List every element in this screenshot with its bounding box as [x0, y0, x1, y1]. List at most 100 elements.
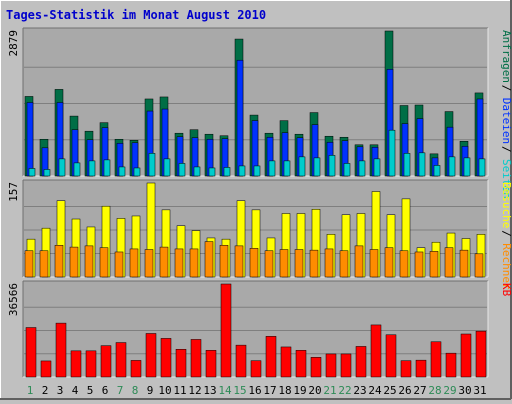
top-bar-dateien-day-15 — [236, 59, 244, 177]
top-ymax-label: 2879 — [7, 30, 20, 57]
middle-ymax-label: 157 — [7, 182, 20, 202]
bottom-bar-kb-day-29 — [445, 352, 457, 378]
top-bar-seiten-day-19 — [298, 156, 306, 177]
x-tick-label-day-31: 31 — [473, 384, 486, 397]
bottom-bar-kb-day-5 — [85, 350, 97, 378]
top-bar-seiten-day-18 — [283, 160, 291, 177]
bottom-bar-kb-day-2 — [40, 360, 52, 378]
top-bar-seiten-day-25 — [388, 129, 396, 177]
bottom-bar-kb-day-15 — [235, 344, 247, 378]
top-bar-seiten-day-12 — [193, 166, 201, 177]
middle-bar-rechner-day-1 — [24, 250, 34, 278]
top-bar-seiten-day-2 — [43, 169, 51, 177]
middle-bar-rechner-day-6 — [99, 247, 109, 278]
x-tick-label-day-26: 26 — [398, 384, 411, 397]
bottom-bar-kb-day-8 — [130, 360, 142, 378]
middle-bar-rechner-day-4 — [69, 246, 79, 278]
middle-bar-rechner-day-3 — [54, 245, 64, 278]
top-bar-seiten-day-13 — [208, 167, 216, 177]
bottom-bar-kb-day-17 — [265, 336, 277, 378]
x-tick-label-day-16: 16 — [248, 384, 261, 397]
top-bar-seiten-day-7 — [118, 166, 126, 177]
top-bar-dateien-day-1 — [26, 102, 34, 177]
top-bar-seiten-day-22 — [343, 163, 351, 177]
middle-bar-rechner-day-10 — [159, 246, 169, 278]
middle-bar-rechner-day-22 — [339, 250, 349, 278]
bottom-bar-kb-day-30 — [460, 333, 472, 378]
x-tick-label-day-2: 2 — [42, 384, 49, 397]
x-tick-label-day-1: 1 — [27, 384, 34, 397]
bottom-bar-kb-day-25 — [385, 334, 397, 378]
top-bar-seiten-day-8 — [133, 167, 141, 177]
bottom-bar-kb-day-23 — [355, 346, 367, 378]
middle-bar-rechner-day-26 — [399, 250, 409, 278]
top-legend-separator-1: / — [500, 85, 512, 92]
top-bar-seiten-day-28 — [433, 165, 441, 177]
bottom-bar-kb-day-22 — [340, 353, 352, 378]
middle-bar-rechner-day-19 — [294, 249, 304, 278]
top-bar-seiten-day-15 — [238, 165, 246, 177]
x-tick-label-day-27: 27 — [413, 384, 426, 397]
bottom-bar-kb-day-24 — [370, 324, 382, 378]
x-tick-label-day-22: 22 — [338, 384, 351, 397]
middle-bar-rechner-day-5 — [84, 245, 94, 278]
middle-legend-besuche: Besuche — [500, 182, 512, 228]
x-tick-label-day-23: 23 — [353, 384, 366, 397]
middle-bar-rechner-day-16 — [249, 248, 259, 278]
bottom-bar-kb-day-11 — [175, 349, 187, 378]
x-tick-label-day-15: 15 — [233, 384, 246, 397]
middle-bar-rechner-day-8 — [129, 248, 139, 278]
bottom-bar-kb-day-26 — [400, 360, 412, 378]
middle-legend-separator-1: / — [500, 230, 512, 237]
middle-bar-rechner-day-25 — [384, 247, 394, 278]
bottom-bar-kb-day-21 — [325, 353, 337, 378]
top-legend-anfragen: Anfragen — [500, 30, 512, 83]
top-bar-seiten-day-27 — [418, 152, 426, 177]
x-tick-label-day-6: 6 — [102, 384, 109, 397]
x-tick-label-day-25: 25 — [383, 384, 396, 397]
middle-bar-rechner-day-14 — [219, 245, 229, 278]
top-bar-seiten-day-5 — [88, 160, 96, 177]
x-tick-label-day-8: 8 — [132, 384, 139, 397]
bottom-bar-kb-day-1 — [25, 327, 37, 378]
x-tick-label-day-28: 28 — [428, 384, 441, 397]
x-tick-label-day-18: 18 — [278, 384, 291, 397]
top-bar-seiten-day-1 — [28, 168, 36, 177]
bottom-bar-kb-day-27 — [415, 359, 427, 378]
bottom-bar-kb-day-12 — [190, 339, 202, 378]
x-tick-label-day-19: 19 — [293, 384, 306, 397]
top-legend-dateien: Dateien — [500, 98, 512, 144]
bottom-bar-kb-day-6 — [100, 345, 112, 378]
bottom-legend-kb: KB — [500, 283, 512, 297]
middle-bar-rechner-day-18 — [279, 249, 289, 278]
x-tick-label-day-24: 24 — [368, 384, 382, 397]
bottom-bar-kb-day-10 — [160, 338, 172, 378]
middle-legend-rechner: Rechner — [500, 243, 512, 290]
top-bar-seiten-day-29 — [448, 156, 456, 177]
top-bar-seiten-day-11 — [178, 163, 186, 177]
top-bar-seiten-day-24 — [373, 158, 381, 177]
top-bar-seiten-day-6 — [103, 159, 111, 177]
x-tick-label-day-21: 21 — [323, 384, 336, 397]
top-bar-seiten-day-9 — [148, 153, 156, 177]
top-bar-seiten-day-30 — [463, 157, 471, 177]
middle-bar-rechner-day-7 — [114, 251, 124, 278]
bottom-bar-kb-day-18 — [280, 346, 292, 378]
x-tick-label-day-7: 7 — [117, 384, 124, 397]
bottom-bar-kb-day-20 — [310, 357, 322, 378]
top-bar-seiten-day-20 — [313, 157, 321, 177]
top-bar-seiten-day-17 — [268, 160, 276, 177]
bottom-bar-kb-day-7 — [115, 342, 127, 378]
middle-bar-rechner-day-24 — [369, 249, 379, 278]
middle-bar-rechner-day-17 — [264, 250, 274, 278]
middle-bar-rechner-day-20 — [309, 249, 319, 278]
x-tick-label-day-5: 5 — [87, 384, 94, 397]
middle-bar-rechner-day-28 — [429, 251, 439, 278]
bottom-bar-kb-day-3 — [55, 322, 67, 378]
top-bar-seiten-day-16 — [253, 165, 261, 177]
middle-bar-rechner-day-9 — [144, 249, 154, 278]
x-tick-label-day-11: 11 — [173, 384, 186, 397]
middle-bar-rechner-day-21 — [324, 248, 334, 278]
